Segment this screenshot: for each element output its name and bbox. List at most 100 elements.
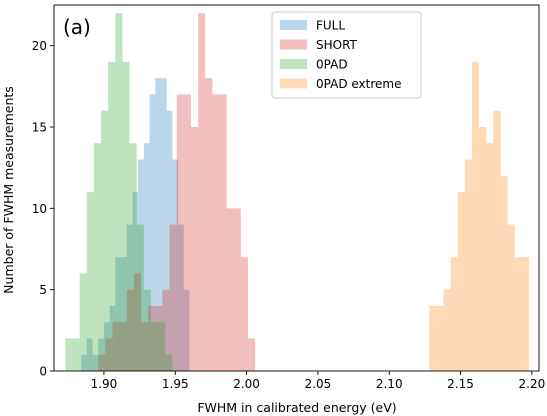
legend-swatch-0pad <box>280 59 307 69</box>
legend-swatch-0pad-extreme <box>280 78 307 89</box>
bar-0pad-3 <box>86 192 94 371</box>
bar-short-5 <box>133 273 142 371</box>
bar-0pad-9 <box>129 143 137 371</box>
bar-short-6 <box>141 322 149 371</box>
bar-short-9 <box>162 289 170 371</box>
bar-0pad-extreme-13 <box>521 257 530 371</box>
series-short <box>98 13 256 372</box>
bar-full-5 <box>109 305 116 371</box>
bar-0pad-10 <box>136 224 144 371</box>
bar-short-7 <box>148 305 156 371</box>
bar-full-16 <box>172 159 179 371</box>
bar-full-2 <box>92 354 99 371</box>
bar-full-18 <box>183 289 190 371</box>
bar-0pad-extreme-4 <box>457 192 465 371</box>
bar-short-12 <box>183 94 191 371</box>
bar-short-17 <box>219 94 227 371</box>
bar-0pad-extreme-10 <box>500 175 508 371</box>
bar-0pad-11 <box>143 289 151 371</box>
bar-short-14 <box>198 13 206 372</box>
bar-short-13 <box>190 127 199 371</box>
bar-0pad-extreme-3 <box>450 257 458 371</box>
x-tick-label: 2.10 <box>376 377 403 391</box>
bar-short-16 <box>212 94 220 371</box>
bars-layer <box>65 13 530 372</box>
bar-0pad-2 <box>79 273 87 371</box>
x-tick-label: 2.05 <box>305 377 332 391</box>
bar-0pad-1 <box>72 338 80 371</box>
bar-full-13 <box>155 78 161 371</box>
bar-0pad-13 <box>158 322 166 371</box>
legend: FULL SHORT 0PAD 0PAD extreme <box>271 11 422 99</box>
bar-0pad-7 <box>115 13 123 372</box>
bar-full-12 <box>149 94 156 371</box>
bar-0pad-8 <box>122 61 130 371</box>
series-0pad <box>65 13 173 372</box>
bar-0pad-extreme-0 <box>429 305 437 371</box>
bar-0pad-extreme-1 <box>436 305 444 371</box>
bar-full-11 <box>143 143 150 371</box>
bar-0pad-4 <box>93 143 102 371</box>
bar-full-8 <box>126 224 133 371</box>
legend-label-short: SHORT <box>316 38 358 52</box>
bar-full-3 <box>98 338 104 371</box>
legend-label-0pad: 0PAD <box>316 58 348 72</box>
y-tick-label: 10 <box>32 202 47 216</box>
legend-swatch-full <box>280 20 307 30</box>
y-tick-label: 0 <box>39 365 47 379</box>
bar-0pad-extreme-6 <box>471 61 480 371</box>
x-tick-label: 2.20 <box>519 377 546 391</box>
bar-0pad-5 <box>101 110 109 371</box>
bar-full-1 <box>86 338 93 371</box>
legend-label-full: FULL <box>316 19 345 33</box>
bar-0pad-6 <box>108 61 116 371</box>
bar-full-14 <box>160 78 167 371</box>
bar-full-7 <box>121 257 127 371</box>
y-axis-label: Number of FWHM measurements <box>1 86 16 294</box>
bar-0pad-14 <box>165 354 173 371</box>
x-axis-ticks: 1.90 1.95 2.00 2.05 2.10 2.15 2.20 <box>91 371 546 391</box>
bar-full-4 <box>103 322 110 371</box>
bar-short-8 <box>155 305 163 371</box>
plot-frame <box>53 4 540 372</box>
bar-full-9 <box>132 192 139 371</box>
bar-full-6 <box>115 257 122 371</box>
bar-0pad-0 <box>65 338 73 371</box>
x-tick-label: 2.15 <box>447 377 474 391</box>
bar-short-0 <box>98 354 106 371</box>
bar-0pad-12 <box>151 322 159 371</box>
bar-short-20 <box>240 257 248 371</box>
bar-short-18 <box>226 208 234 371</box>
bar-short-11 <box>176 94 184 371</box>
bar-0pad-extreme-9 <box>493 110 501 371</box>
y-tick-label: 5 <box>39 283 47 297</box>
series-full <box>81 78 190 371</box>
bar-full-17 <box>178 224 184 371</box>
legend-box <box>271 11 422 99</box>
x-tick-label: 2.00 <box>233 377 260 391</box>
bar-short-4 <box>126 289 134 371</box>
bar-0pad-extreme-12 <box>514 257 522 371</box>
bar-0pad-extreme-8 <box>486 143 494 371</box>
bar-short-21 <box>248 338 256 371</box>
bar-0pad-extreme-5 <box>464 159 472 371</box>
y-tick-label: 15 <box>32 121 47 135</box>
x-tick-label: 1.90 <box>91 377 118 391</box>
bar-short-15 <box>205 78 213 371</box>
legend-swatch-short <box>280 39 307 50</box>
panel-label: (a) <box>63 15 91 39</box>
bar-short-10 <box>169 224 177 371</box>
bar-short-19 <box>233 208 241 371</box>
bar-full-15 <box>166 110 173 371</box>
x-tick-label: 1.95 <box>162 377 189 391</box>
bar-full-10 <box>138 159 144 371</box>
bar-0pad-extreme-2 <box>443 289 451 371</box>
bar-0pad-extreme-7 <box>479 127 487 371</box>
bar-short-3 <box>119 322 127 371</box>
bar-0pad-extreme-11 <box>507 224 515 371</box>
series-0pad-extreme <box>429 61 530 371</box>
bar-full-0 <box>81 354 87 371</box>
bar-short-1 <box>105 338 113 371</box>
bar-short-2 <box>112 322 120 371</box>
legend-label-0pad-extreme: 0PAD extreme <box>316 77 401 91</box>
